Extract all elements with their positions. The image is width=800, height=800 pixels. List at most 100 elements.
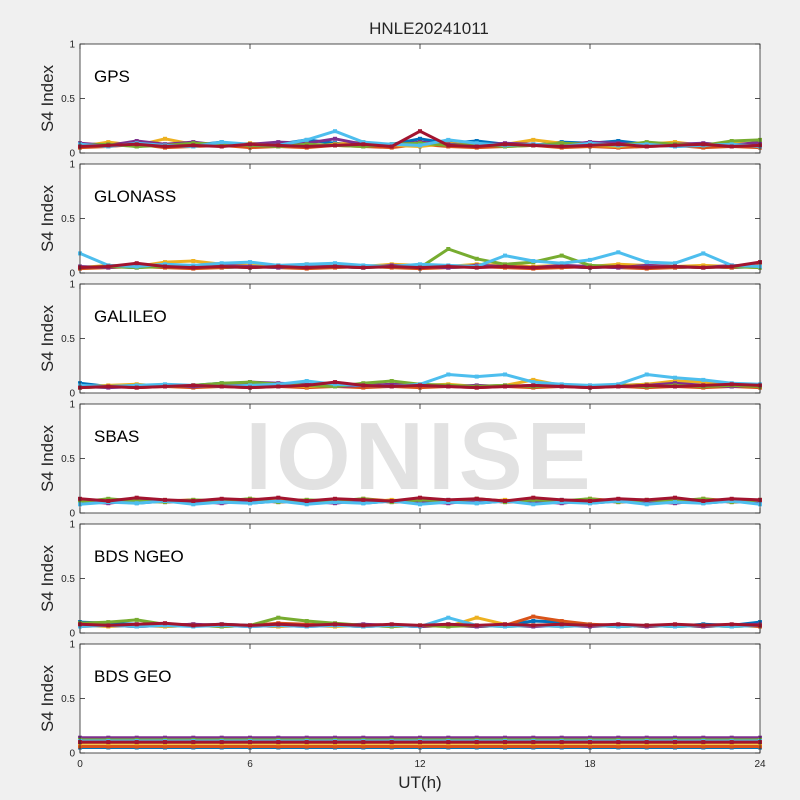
data-point (106, 623, 111, 628)
data-point (248, 265, 252, 270)
data-point (389, 382, 394, 387)
data-point (163, 621, 167, 626)
data-point (474, 144, 479, 149)
data-point (418, 502, 422, 507)
data-point (531, 377, 536, 382)
data-point (163, 262, 167, 267)
data-point (531, 502, 536, 507)
data-point (333, 382, 337, 387)
data-point (304, 623, 309, 628)
data-point (616, 624, 621, 629)
data-point (248, 740, 252, 745)
data-point (531, 614, 536, 619)
data-point (531, 137, 536, 142)
data-point (333, 740, 337, 745)
data-point (474, 256, 479, 261)
data-point (503, 142, 507, 147)
data-point (163, 740, 167, 745)
data-point (248, 501, 252, 506)
data-point (418, 136, 422, 141)
y-tick-label: 0 (69, 269, 75, 280)
data-point (503, 264, 507, 269)
data-point (418, 385, 422, 390)
data-point (446, 622, 451, 627)
data-point (503, 624, 507, 629)
data-point (531, 623, 536, 628)
data-point (106, 384, 111, 389)
data-point (503, 622, 507, 627)
data-point (644, 142, 649, 147)
data-point (644, 140, 649, 145)
data-point (304, 744, 309, 749)
data-point (333, 735, 337, 740)
panel-galileo: 0 0.5 1 S4 Index GALILEO (38, 280, 762, 400)
data-point (616, 264, 621, 269)
data-point (531, 740, 536, 745)
data-point (134, 744, 139, 749)
data-point (559, 735, 564, 740)
x-axis-label: UT(h) (398, 773, 441, 792)
data-point (673, 735, 677, 740)
data-point (163, 497, 167, 502)
data-point (219, 735, 224, 740)
data-point (673, 744, 677, 749)
data-point (729, 139, 734, 143)
data-point (248, 380, 252, 385)
data-point (616, 499, 621, 503)
y-axis-label: S4 Index (38, 424, 57, 492)
data-point (276, 622, 281, 627)
data-point (418, 129, 422, 134)
data-point (248, 383, 252, 388)
y-tick-label: 0.5 (61, 94, 75, 105)
data-point (559, 624, 564, 629)
data-point (673, 381, 677, 386)
data-point (701, 251, 706, 256)
data-point (474, 744, 479, 749)
y-axis-label: S4 Index (38, 64, 57, 132)
data-point (106, 499, 111, 503)
data-point (134, 624, 139, 629)
data-point (418, 740, 422, 745)
data-point (191, 141, 196, 146)
data-point (673, 261, 677, 266)
data-point (701, 735, 706, 740)
data-point (588, 257, 592, 262)
data-point (673, 495, 677, 500)
data-point (106, 264, 111, 269)
panel-bds-ngeo: 0 0.5 1 S4 Index BDS NGEO (38, 520, 762, 640)
panel-label: GLONASS (94, 187, 176, 206)
y-tick-label: 0.5 (61, 214, 75, 225)
data-point (673, 375, 677, 380)
series (78, 495, 762, 503)
data-point (219, 381, 224, 386)
data-point (191, 499, 196, 503)
data-point (219, 140, 224, 145)
y-tick-label: 0 (69, 389, 75, 400)
data-point (361, 497, 366, 502)
data-point (333, 622, 337, 627)
data-point (304, 262, 309, 267)
data-point (701, 263, 706, 268)
data-point (729, 142, 734, 147)
data-point (134, 144, 139, 149)
data-point (389, 740, 394, 745)
y-tick-label: 0 (69, 749, 75, 760)
data-point (474, 735, 479, 740)
data-point (304, 383, 309, 388)
data-point (559, 253, 564, 258)
data-point (446, 247, 451, 251)
data-point (503, 384, 507, 389)
y-tick-label: 0.5 (61, 694, 75, 705)
data-point (276, 384, 281, 389)
data-point (134, 261, 139, 266)
y-tick-label: 0 (69, 629, 75, 640)
data-point (219, 144, 224, 149)
data-point (163, 144, 167, 149)
panel-glonass: 0 0.5 1 S4 Index GLONASS (38, 160, 762, 280)
data-point (559, 740, 564, 745)
x-tick-label: 6 (247, 759, 253, 770)
data-point (531, 265, 536, 270)
x-tick-label: 12 (414, 759, 426, 770)
panel-label: GPS (94, 67, 130, 86)
